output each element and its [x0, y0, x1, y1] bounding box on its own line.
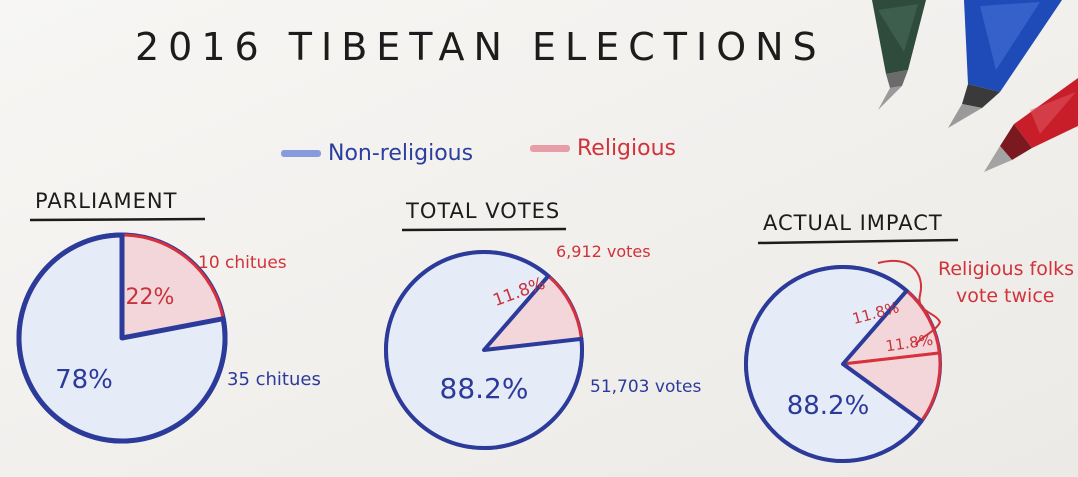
slice-label-actual-impact-non-religious: 88.2% [787, 391, 870, 421]
pie-chart-actual-impact [744, 265, 942, 463]
pens-decoration [872, 0, 1078, 172]
annotation-line-2: vote twice [956, 285, 1054, 307]
chart-title-parliament: PARLIAMENT [35, 189, 177, 213]
legend-label-religious: Religious [577, 136, 676, 161]
chart-title-actual-impact: ACTUAL IMPACT [763, 211, 943, 235]
callout-total-votes-religious: 6,912 votes [556, 242, 651, 261]
legend: Non-religious Religious [281, 136, 676, 166]
legend-swatch-religious [530, 145, 570, 152]
callout-parliament-religious: 10 chitues [198, 253, 287, 273]
title-underline-total-votes [401, 227, 567, 232]
pie-slice-parliament-religious-1 [120, 233, 225, 340]
annotation-brace [877, 260, 942, 346]
slice-label-parliament-non-religious: 78% [55, 365, 113, 395]
callout-total-votes-non-religious: 51,703 votes [590, 377, 701, 397]
pie-slice-parliament-non-religious-0 [16, 232, 228, 444]
green-pen-icon [872, 0, 926, 110]
title-underline-actual-impact [757, 238, 959, 245]
red-pen-icon [984, 78, 1078, 172]
legend-label-non-religious: Non-religious [328, 141, 473, 166]
slice-label-parliament-religious: 22% [126, 285, 175, 310]
slice-label-total-votes-non-religious: 88.2% [440, 372, 529, 405]
blue-pen-icon [948, 0, 1062, 128]
title-underline-parliament [29, 217, 206, 222]
chart-title-total-votes: TOTAL VOTES [405, 199, 560, 223]
pie-slice-total-votes-non-religious-0 [384, 250, 584, 450]
annotation-line-1: Religious folks [938, 258, 1074, 280]
chart-title: 2016 TIBETAN ELECTIONS [135, 25, 826, 69]
callout-parliament-non-religious: 35 chitues [227, 369, 321, 390]
pie-chart-total-votes [384, 250, 584, 450]
pie-chart-parliament [16, 232, 228, 444]
pie-slice-actual-impact-non-religious-0 [744, 265, 924, 463]
legend-swatch-non-religious [281, 150, 321, 157]
